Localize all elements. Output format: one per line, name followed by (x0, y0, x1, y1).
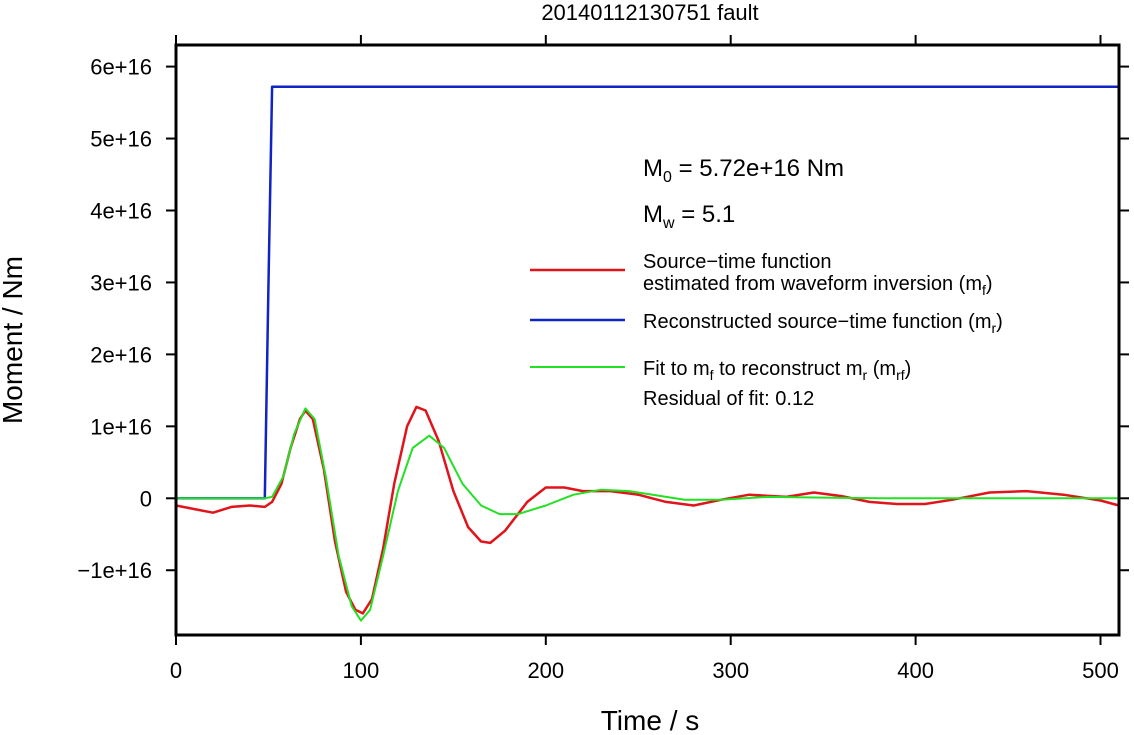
x-tick-label: 400 (897, 658, 934, 683)
x-tick-label: 500 (1082, 658, 1119, 683)
mw-subscript: w (662, 215, 675, 232)
x-axis-title: Time / s (601, 705, 700, 735)
y-tick-label: −1e+16 (77, 558, 152, 583)
y-tick-label: 4e+16 (90, 198, 152, 223)
y-tick-label: 3e+16 (90, 270, 152, 295)
y-tick-label: 5e+16 (90, 127, 152, 152)
m0-subscript: 0 (663, 169, 672, 186)
y-tick-label: 1e+16 (90, 414, 152, 439)
x-tick-label: 200 (527, 658, 564, 683)
y-tick-label: 6e+16 (90, 55, 152, 80)
mw-symbol: M (643, 201, 663, 228)
mw-value: = 5.1 (675, 201, 736, 228)
x-tick-label: 300 (712, 658, 749, 683)
legend-label-mf: Source−time function (643, 251, 831, 273)
series-line-mrf (176, 407, 1119, 622)
ticks-layer: 0 100 200 300 400 500 −1e+16 0 1e+16 2e+16 3e+16 4e… (77, 35, 1129, 683)
legend-label-mr: Reconstructed source−time function (mr) (643, 311, 1003, 336)
x-tick-label: 100 (343, 658, 380, 683)
m0-value: = 5.72e+16 Nm (672, 155, 844, 182)
chart-title: 20140112130751 fault (541, 0, 758, 25)
y-axis-title: Moment / Nm (0, 256, 28, 424)
x-tick-label: 0 (170, 658, 182, 683)
legend-item-mr: Reconstructed source−time function (mr) (530, 311, 1003, 336)
y-tick-label: 2e+16 (90, 342, 152, 367)
m0-annotation: M0 = 5.72e+16 Nm (643, 155, 844, 186)
m0-symbol: M (643, 155, 663, 182)
annotations: M0 = 5.72e+16 Nm Mw = 5.1 Residual of fi… (643, 155, 844, 410)
plot-frame (174, 43, 1121, 637)
legend-item-mrf: Fit to mf to reconstruct mr (mrf) (530, 358, 911, 383)
legend-label-mf: estimated from waveform inversion (mf) (643, 273, 993, 298)
legend-label-mrf: Fit to mf to reconstruct mr (mrf) (643, 358, 911, 383)
residual-annotation: Residual of fit: 0.12 (643, 388, 814, 410)
series-layer (175, 85, 1120, 622)
mw-annotation: Mw = 5.1 (643, 201, 735, 232)
y-tick-label: 0 (140, 486, 152, 511)
